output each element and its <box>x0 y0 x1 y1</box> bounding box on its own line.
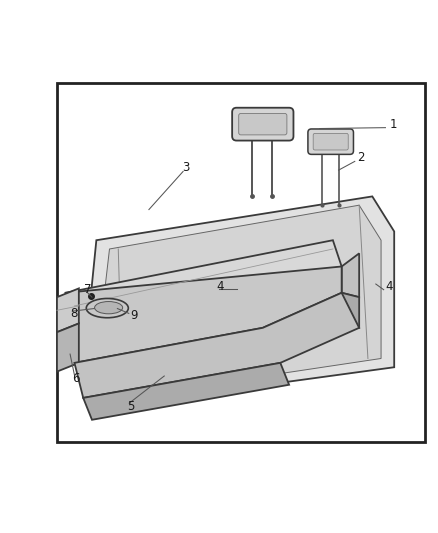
Polygon shape <box>74 293 359 398</box>
Text: 4: 4 <box>217 280 224 293</box>
Polygon shape <box>342 253 359 297</box>
Text: 1: 1 <box>390 118 397 131</box>
Text: 4: 4 <box>385 280 393 293</box>
FancyBboxPatch shape <box>313 133 348 150</box>
Polygon shape <box>83 363 289 420</box>
Polygon shape <box>83 197 394 407</box>
Polygon shape <box>66 266 342 363</box>
FancyBboxPatch shape <box>308 129 353 155</box>
Polygon shape <box>57 288 79 332</box>
FancyBboxPatch shape <box>232 108 293 141</box>
Text: 8: 8 <box>70 308 78 320</box>
Ellipse shape <box>95 302 123 314</box>
Polygon shape <box>57 324 79 372</box>
Ellipse shape <box>86 298 128 318</box>
Text: 2: 2 <box>357 151 364 164</box>
Polygon shape <box>342 293 359 328</box>
Text: 3: 3 <box>182 161 189 174</box>
Bar <box>57 83 425 442</box>
Text: 7: 7 <box>84 283 92 296</box>
Text: 6: 6 <box>72 372 80 385</box>
Polygon shape <box>66 240 342 324</box>
Text: 9: 9 <box>131 310 138 322</box>
FancyBboxPatch shape <box>239 114 287 135</box>
Polygon shape <box>96 205 381 398</box>
Text: 5: 5 <box>127 400 134 413</box>
